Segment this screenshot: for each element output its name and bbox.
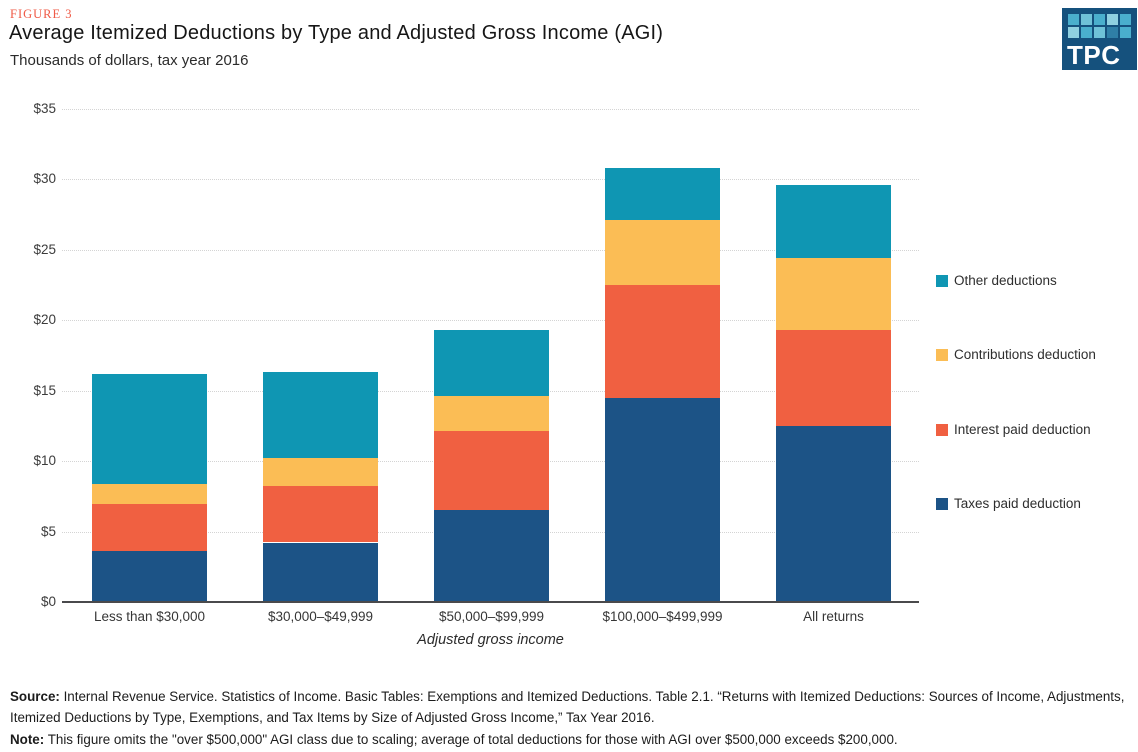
x-category-label-0: Less than $30,000 — [93, 609, 206, 624]
source-label: Source: — [10, 689, 60, 704]
bar-segment-taxes-paid-deduction-2 — [434, 510, 549, 602]
footnotes: Source: Internal Revenue Service. Statis… — [10, 686, 1132, 750]
source-text: Internal Revenue Service. Statistics of … — [10, 689, 1125, 726]
gridline-20 — [62, 320, 919, 321]
y-tick-label-5: $5 — [40, 524, 56, 539]
legend-label-taxes-paid-deduction: Taxes paid deduction — [954, 496, 1081, 511]
bar-segment-contributions-deduction-4 — [776, 258, 891, 330]
logo-square — [1120, 14, 1131, 25]
legend-item-interest-paid-deduction: Interest paid deduction — [936, 422, 1091, 437]
legend-label-other-deductions: Other deductions — [954, 273, 1057, 288]
legend-item-contributions-deduction: Contributions deduction — [936, 347, 1096, 362]
y-tick-label-20: $20 — [33, 312, 56, 327]
legend-label-contributions-deduction: Contributions deduction — [954, 347, 1096, 362]
logo-square — [1094, 27, 1105, 38]
bar-segment-contributions-deduction-1 — [263, 458, 378, 486]
y-tick-label-15: $15 — [33, 383, 56, 398]
bar-segment-contributions-deduction-3 — [605, 220, 720, 285]
y-tick-label-30: $30 — [33, 171, 56, 186]
x-axis-title: Adjusted gross income — [417, 632, 564, 648]
bar-segment-other-deductions-2 — [434, 330, 549, 396]
figure-number-label: FIGURE 3 — [10, 7, 73, 21]
bar-segment-contributions-deduction-2 — [434, 396, 549, 431]
bar-segment-other-deductions-1 — [263, 372, 378, 458]
chart-title: Average Itemized Deductions by Type and … — [9, 22, 664, 44]
legend-item-taxes-paid-deduction: Taxes paid deduction — [936, 496, 1081, 511]
bar-segment-interest-paid-deduction-1 — [263, 486, 378, 542]
logo-square — [1081, 14, 1092, 25]
note-text: This figure omits the "over $500,000" AG… — [44, 731, 898, 747]
legend-swatch-taxes-paid-deduction — [936, 497, 948, 510]
logo-square — [1107, 14, 1118, 25]
gridline-30 — [62, 179, 919, 180]
y-tick-label-10: $10 — [33, 453, 56, 468]
bar-segment-interest-paid-deduction-0 — [92, 503, 207, 551]
scaling-note: Note: This figure omits the "over $500,0… — [10, 729, 1132, 750]
logo-square — [1107, 27, 1118, 38]
logo-square — [1081, 27, 1092, 38]
x-category-label-1: $30,000–$49,999 — [267, 609, 374, 624]
bar-segment-other-deductions-4 — [776, 185, 891, 258]
legend-swatch-contributions-deduction — [936, 348, 948, 361]
legend-swatch-other-deductions — [936, 274, 948, 287]
bar-segment-taxes-paid-deduction-0 — [92, 551, 207, 602]
tpc-logo: TPC — [1062, 8, 1137, 70]
x-category-label-3: $100,000–$499,999 — [602, 609, 723, 624]
gridline-35 — [62, 109, 919, 110]
bar-segment-interest-paid-deduction-3 — [605, 285, 720, 398]
legend-label-interest-paid-deduction: Interest paid deduction — [954, 422, 1091, 437]
bar-segment-other-deductions-3 — [605, 168, 720, 220]
bar-segment-taxes-paid-deduction-3 — [605, 398, 720, 602]
bar-segment-taxes-paid-deduction-1 — [263, 543, 378, 602]
source-note: Source: Internal Revenue Service. Statis… — [10, 686, 1132, 729]
logo-square — [1094, 14, 1105, 25]
legend-item-other-deductions: Other deductions — [936, 273, 1057, 288]
x-axis-line — [62, 601, 919, 603]
x-category-label-4: All returns — [803, 609, 864, 624]
logo-square — [1068, 27, 1079, 38]
gridline-25 — [62, 250, 919, 251]
logo-square — [1120, 27, 1131, 38]
bar-segment-taxes-paid-deduction-4 — [776, 426, 891, 602]
bar-segment-interest-paid-deduction-4 — [776, 330, 891, 426]
chart-subtitle: Thousands of dollars, tax year 2016 — [10, 52, 249, 69]
y-tick-label-0: $0 — [40, 594, 56, 609]
y-tick-label-35: $35 — [33, 101, 56, 116]
y-tick-label-25: $25 — [33, 242, 56, 257]
note-label: Note: — [10, 731, 45, 747]
bar-segment-other-deductions-0 — [92, 374, 207, 484]
logo-square — [1068, 14, 1079, 25]
legend-swatch-interest-paid-deduction — [936, 423, 948, 436]
bar-segment-interest-paid-deduction-2 — [434, 431, 549, 510]
x-category-label-2: $50,000–$99,999 — [438, 609, 545, 624]
tpc-logo-text: TPC — [1067, 40, 1121, 70]
bar-segment-contributions-deduction-0 — [92, 484, 207, 504]
tpc-logo-squares — [1068, 14, 1131, 38]
